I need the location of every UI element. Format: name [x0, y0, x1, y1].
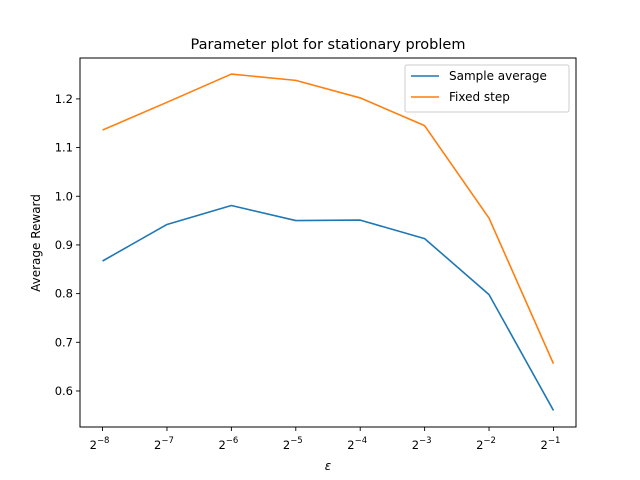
y-tick-label: 0.9 — [55, 238, 73, 252]
legend: Sample average Fixed step — [404, 64, 570, 113]
y-tick-label: 0.6 — [55, 384, 73, 398]
x-tick-label: 2−4 — [347, 436, 367, 452]
chart-title: Parameter plot for stationary problem — [191, 37, 466, 53]
x-tick-label: 2−5 — [283, 436, 303, 452]
axes: 2−8 2−7 2−6 2−5 2−4 2−3 2−2 2−1 0.6 0.7 0.8 0.9 1.0 1… — [55, 57, 577, 452]
legend-box — [404, 64, 570, 113]
x-tick-label: 2−3 — [412, 436, 432, 452]
legend-label: Sample average — [449, 69, 547, 83]
x-tick-label: 2−7 — [154, 436, 174, 452]
x-tick-label: 2−8 — [90, 436, 110, 452]
y-tick-label: 1.0 — [55, 189, 73, 203]
y-tick-label: 0.7 — [55, 335, 73, 349]
plot-frame — [79, 57, 577, 428]
series-line-0 — [102, 204, 555, 411]
x-tick-label: 2−6 — [218, 436, 238, 452]
y-tick-label: 1.2 — [55, 92, 73, 106]
y-tick-label: 1.1 — [55, 141, 73, 155]
y-axis-title: Average Reward — [29, 194, 43, 292]
plot-area — [102, 73, 555, 411]
legend-label: Fixed step — [449, 90, 510, 104]
x-tick-label: 2−1 — [541, 436, 561, 452]
y-tick-label: 0.8 — [55, 287, 73, 301]
x-axis-title: ε — [325, 459, 332, 473]
x-tick-label: 2−2 — [476, 436, 496, 452]
series-line-1 — [102, 73, 555, 365]
